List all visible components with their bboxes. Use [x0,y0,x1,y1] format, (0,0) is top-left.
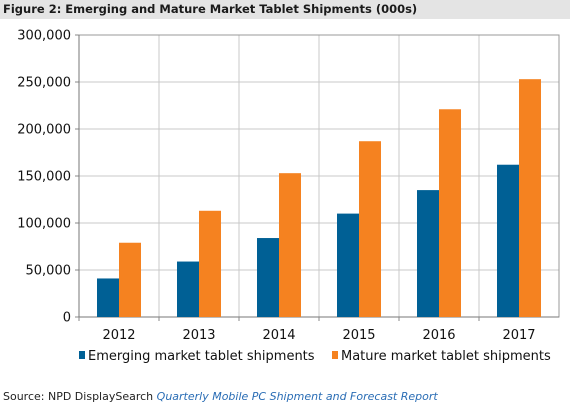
legend-label: Emerging market tablet shipments [88,349,315,364]
bar-emerging-2015 [337,213,359,317]
bar-mature-2012 [119,242,141,317]
bar-chart: 0 50,000 100,000 150,000 200,000 250,000 300,0… [17,29,560,364]
bar-mature-2015 [359,141,381,317]
legend-swatch [79,351,85,359]
x-tick-label: 2012 [102,328,135,343]
bar-emerging-2014 [257,238,279,317]
bar-mature-2013 [199,210,221,317]
bar-mature-2016 [439,109,461,317]
y-tick-label: 0 [63,311,71,326]
title-bar [0,0,570,19]
x-tick-label: 2015 [342,328,375,343]
y-tick-label: 150,000 [17,170,71,185]
bar-emerging-2017 [497,164,519,317]
bar-mature-2017 [519,79,541,318]
y-tick-label: 100,000 [17,217,71,232]
x-tick-label: 2013 [182,328,215,343]
legend-label: Mature market tablet shipments [341,349,551,364]
bar-emerging-2016 [417,190,439,317]
source-report-link[interactable]: Quarterly Mobile PC Shipment and Forecas… [156,390,438,403]
bar-emerging-2012 [97,278,119,317]
bar-emerging-2013 [177,261,199,317]
y-tick-label: 200,000 [17,123,71,138]
x-tick-label: 2017 [502,328,535,343]
bar-mature-2014 [279,173,301,317]
x-tick-label: 2014 [262,328,295,343]
y-tick-label: 250,000 [17,76,71,91]
x-tick-label: 2016 [422,328,455,343]
chart-title: Figure 2: Emerging and Mature Market Tab… [3,2,418,16]
source-note: Source: NPD DisplaySearch Quarterly Mobi… [3,390,438,403]
y-tick-label: 50,000 [26,264,72,279]
legend-swatch [332,351,338,359]
y-tick-label: 300,000 [17,29,71,44]
source-prefix: Source: NPD DisplaySearch [3,390,157,403]
